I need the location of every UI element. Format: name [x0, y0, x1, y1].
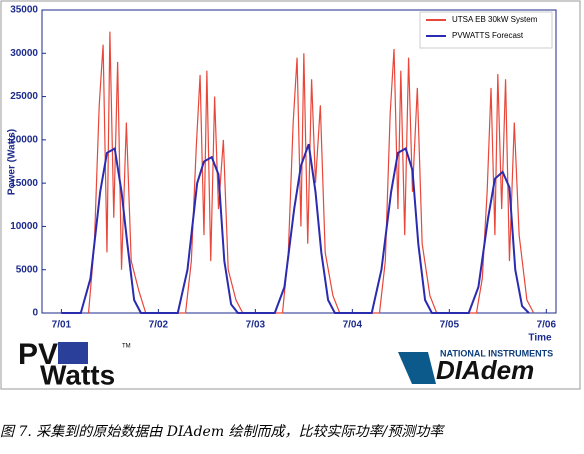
logo-tm: TM: [122, 344, 131, 350]
ni-mark: [398, 352, 436, 384]
legend-label: UTSA EB 30kW System: [452, 15, 538, 24]
y-tick-label: 10000: [10, 221, 38, 232]
x-tick-label: 7/06: [537, 320, 557, 331]
caption: 图 7. 采集到的原始数据由 DIAdem 绘制而成，比较实际功率/预测功率: [0, 424, 445, 440]
legend-label: PVWATTS Forecast: [452, 31, 524, 40]
y-tick-label: 35000: [10, 5, 38, 16]
logo-watts: Watts: [40, 359, 115, 390]
x-tick-label: 7/03: [246, 320, 266, 331]
diadem-logo: NATIONAL INSTRUMENTS DIAdem: [398, 348, 553, 385]
x-tick-label: 7/02: [149, 320, 169, 331]
series-line: [61, 143, 530, 314]
y-axis-label: Power (Watts): [7, 129, 18, 195]
y-tick-label: 15000: [10, 178, 38, 189]
y-tick-label: 5000: [16, 264, 39, 275]
logo-ni: NATIONAL INSTRUMENTS: [440, 348, 553, 358]
y-tick-label: 30000: [10, 48, 38, 59]
x-axis-label: Time: [528, 333, 552, 344]
y-tick-label: 20000: [10, 134, 38, 145]
legend-box: [419, 11, 553, 49]
logo-panel: [58, 342, 88, 364]
pvwatts-logo: PV Watts TM: [18, 338, 131, 390]
y-tick-label: 0: [32, 308, 38, 319]
x-tick-label: 7/01: [52, 320, 72, 331]
logo-pv: PV: [18, 338, 58, 371]
y-tick-label: 25000: [10, 91, 38, 102]
x-tick-label: 7/05: [440, 320, 460, 331]
x-tick-label: 7/04: [343, 320, 363, 331]
logo-diadem: DIAdem: [436, 355, 534, 385]
